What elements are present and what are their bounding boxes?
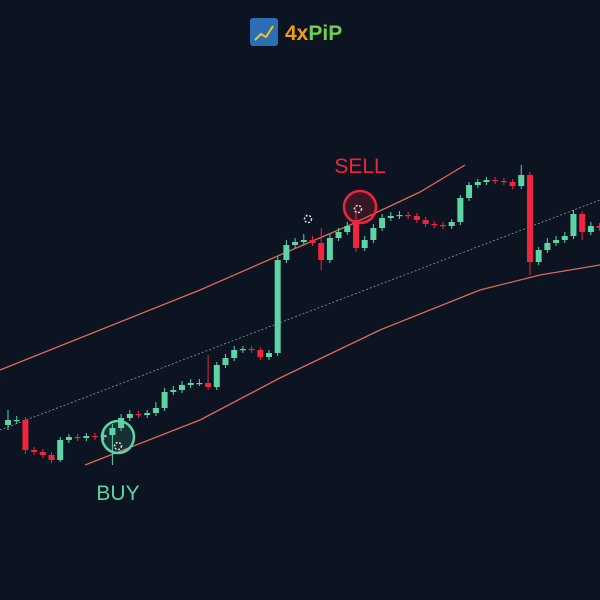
candle-body [196, 383, 203, 385]
candle-body [318, 243, 325, 260]
candle-body [405, 215, 412, 217]
candle-body [222, 358, 229, 365]
middle-band [0, 199, 600, 431]
candle-body [170, 390, 177, 392]
candle-body [500, 181, 507, 183]
candle-body [231, 350, 238, 358]
candle-body [292, 242, 299, 245]
candle-body [39, 452, 46, 455]
envelope-band [0, 164, 466, 371]
candle-body [5, 420, 12, 425]
candle-body [474, 182, 481, 185]
signal-icon [303, 214, 313, 224]
plot [0, 164, 600, 466]
candle-body [570, 214, 577, 236]
candle-body [74, 437, 81, 439]
candle-body [370, 228, 377, 240]
candle-body [100, 435, 107, 437]
candle-body [448, 222, 455, 226]
logo-part: PiP [308, 22, 342, 45]
candle-body [483, 180, 490, 182]
candle-body [13, 420, 20, 422]
logo-text: 4xPiP [285, 22, 342, 45]
candle-body [387, 216, 394, 218]
candle-body [48, 455, 55, 460]
candle-body [265, 353, 272, 357]
candle-body [396, 215, 403, 217]
candle-body [178, 385, 185, 390]
candle-body [283, 245, 290, 260]
candle-body [300, 240, 307, 242]
candle-body [248, 349, 255, 351]
candle-body [492, 180, 499, 182]
candle-body [413, 216, 420, 220]
candle-body [544, 243, 551, 250]
envelope-band [84, 264, 600, 466]
candle-body [274, 260, 281, 353]
signal-icon [113, 441, 123, 451]
candle-body [326, 238, 333, 260]
signal-icon [353, 204, 363, 214]
candle-body [431, 224, 438, 226]
candle-body [91, 436, 98, 438]
candle-body [31, 450, 38, 452]
candle-body [335, 232, 342, 238]
candle-body [509, 182, 516, 186]
candle-body [457, 198, 464, 222]
candle-body [344, 226, 351, 232]
candle-body [161, 392, 168, 408]
candle-body [187, 383, 194, 385]
candle-body [361, 240, 368, 248]
candle-body [83, 436, 90, 438]
candle-body [257, 350, 264, 357]
candle-body [135, 414, 142, 416]
candle-body [152, 408, 159, 413]
candle-body [439, 225, 446, 227]
candle-body [587, 226, 594, 232]
candle-body [553, 240, 560, 243]
candle-body [379, 218, 386, 228]
candle-body [126, 414, 133, 418]
candle-body [205, 383, 212, 387]
candle-body [518, 175, 525, 186]
candle-body [144, 413, 151, 415]
candle-body [422, 220, 429, 224]
candle-body [65, 437, 72, 440]
candle-body [213, 365, 220, 387]
logo-part: 4x [285, 22, 309, 45]
candle-body [352, 220, 359, 248]
buy-label: BUY [96, 482, 139, 505]
sell-label: SELL [334, 155, 385, 178]
candle-body [118, 418, 125, 428]
candle-body [109, 428, 116, 435]
candle-body [596, 226, 600, 228]
candle-body [57, 440, 64, 460]
candle-body [466, 185, 473, 198]
candle-body [579, 214, 586, 232]
logo-glyph [254, 25, 274, 41]
logo-icon [250, 18, 278, 46]
candle-body [561, 236, 568, 240]
candle-body [526, 175, 533, 262]
candle-body [22, 420, 29, 450]
candle-body [239, 349, 246, 351]
candle-body [309, 240, 316, 243]
buy-marker [100, 419, 136, 455]
candle-body [535, 250, 542, 262]
logo: 4xPiP [250, 18, 342, 46]
